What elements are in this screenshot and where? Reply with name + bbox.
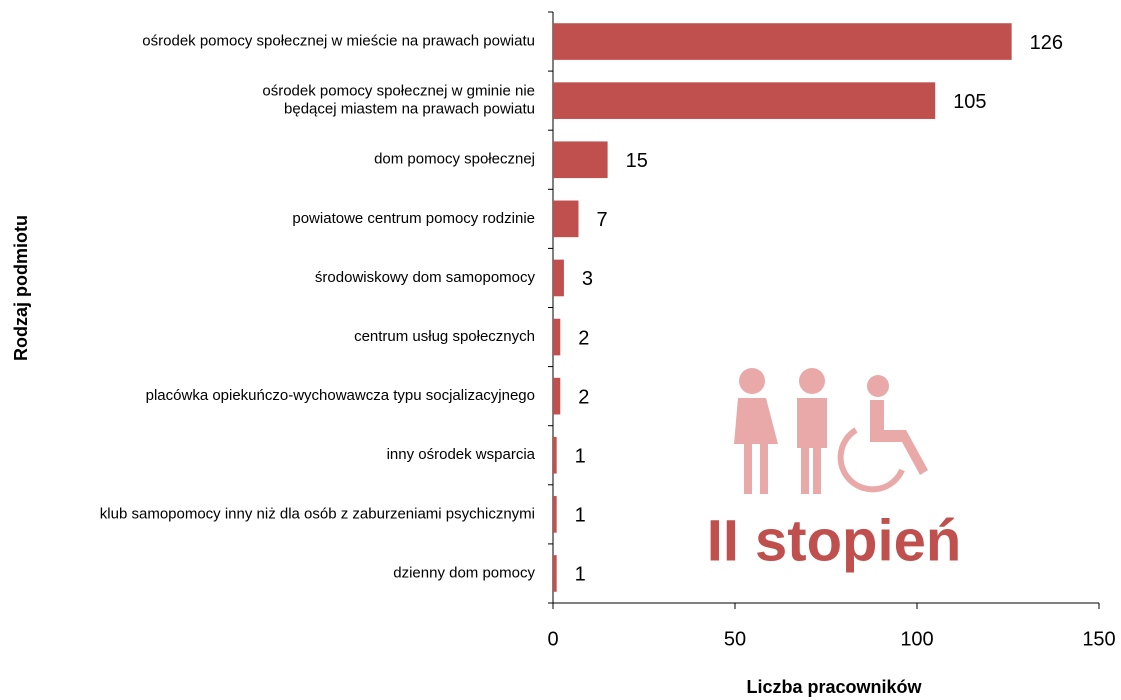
y-tick-label: dom pomocy społecznej [374,151,535,168]
icons [734,368,928,494]
y-tick-label: środowiskowy dom samopomocy [315,269,536,286]
bar [553,141,608,179]
value-label: 1 [575,564,586,586]
bar [553,23,1012,60]
y-tick-label: ośrodek pomocy społecznej w gminie nie bę… [262,83,535,118]
y-tick-label: inny ośrodek wsparcia [387,446,536,463]
value-label: 2 [578,386,589,408]
y-tick-label: powiatowe centrum pomocy rodzinie [292,210,535,227]
y-tick-label: placówka opiekuńczo-wychowawcza typu soc… [146,387,535,404]
value-label: 105 [953,91,986,113]
y-tick-label: klub samopomocy inny niż dla osób z zabu… [100,505,535,522]
bar [553,200,579,238]
value-label: 7 [596,209,607,231]
value-label: 1 [575,505,586,527]
value-label: 2 [578,327,589,349]
value-label: 1 [575,446,586,468]
y-tick-label: centrum usług społecznych [354,328,535,345]
x-tick-label: 150 [1082,628,1115,650]
x-tick-label: 0 [547,628,558,650]
bar [553,318,561,356]
bar [553,496,557,533]
x-tick-label: 50 [724,628,746,650]
bar [553,259,564,297]
y-axis-title: Rodzaj podmiotu [11,215,31,361]
bar [553,555,557,592]
value-label: 3 [582,268,593,290]
bar [553,82,936,119]
value-label: 126 [1030,32,1063,54]
bar [553,377,561,415]
bar [553,436,557,474]
y-tick-label: dzienny dom pomocy [393,564,535,581]
x-tick-label: 100 [900,628,933,650]
y-tick-label: ośrodek pomocy społecznej w mieście na p… [142,33,535,50]
value-label: 15 [626,150,648,172]
x-axis-title: Liczba pracowników [746,677,922,697]
annotation: II stopień [707,508,962,573]
